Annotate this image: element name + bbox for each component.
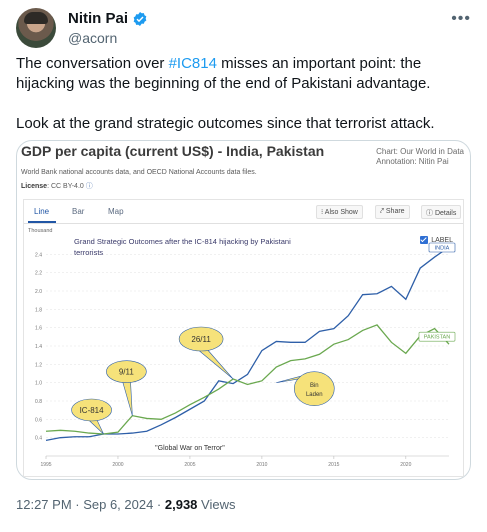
- series-label-india: INDIA: [435, 246, 450, 252]
- y-tick-label: 2.2: [35, 271, 42, 277]
- x-tick-label: 2000: [112, 462, 123, 468]
- x-tick-label: 1995: [40, 462, 51, 468]
- tab-map[interactable]: Map: [108, 207, 124, 216]
- license-label: License: [21, 183, 48, 190]
- x-tick-label: 2005: [184, 462, 195, 468]
- y-tick-label: 2.4: [35, 252, 42, 258]
- author-handle[interactable]: @acorn: [68, 30, 118, 46]
- chart-svg: 0.4 0.6 0.8 1.0 1.2 1.4 1.6 1.8 2.0 2.2 2.4 1995 200…: [35, 242, 456, 468]
- y-tick-label: 1.8: [35, 307, 42, 313]
- chart-card-title: GDP per capita (current US$) - India, Pa…: [21, 143, 325, 159]
- tweet-timestamp[interactable]: 12:27 PM · Sep 6, 2024 ·: [16, 497, 165, 512]
- chart-credit-line-1: Chart: Our World in Data: [376, 147, 464, 156]
- tab-line[interactable]: Line: [34, 207, 50, 216]
- avatar[interactable]: [16, 8, 56, 48]
- series-line-pakistan: [45, 324, 450, 435]
- details-button[interactable]: ⓘ Details: [421, 205, 462, 219]
- annotation-bubble: [178, 326, 224, 352]
- chart-heading: Grand Strategic Outcomes after the IC-81…: [74, 237, 291, 257]
- series-line-india: [45, 246, 450, 442]
- annotation-label: 26/11: [191, 335, 211, 344]
- annotation-bubble: [106, 360, 147, 383]
- annotation-label: IC-814: [80, 406, 105, 415]
- annotation-label: "Global War on Terror": [155, 445, 225, 452]
- y-axis-unit-label: Thousand: [28, 228, 53, 234]
- more-horizontal-icon[interactable]: •••: [451, 10, 471, 27]
- tweet-text: The conversation over #IC814 misses an i…: [16, 54, 471, 134]
- verified-badge-icon: [133, 11, 147, 26]
- y-tick-label: 1.4: [35, 344, 42, 350]
- annotation-pointer: [121, 378, 133, 416]
- tweet-meta: 12:27 PM · Sep 6, 2024 · 2,938 Views: [16, 497, 235, 512]
- chart-credit-line-2: Annotation: Nitin Pai: [376, 157, 449, 166]
- y-tick-label: 0.4: [35, 436, 42, 442]
- annotation-bubble: [293, 371, 335, 406]
- display-name[interactable]: Nitin Pai: [68, 10, 129, 27]
- annotation-pointer: [196, 346, 234, 380]
- y-tick-label: 2.0: [35, 289, 42, 295]
- x-tick-label: 2010: [256, 462, 267, 468]
- hashtag-link[interactable]: #IC814: [168, 55, 217, 72]
- x-tick-label: 2015: [328, 462, 339, 468]
- annotation-bubble: [71, 398, 112, 422]
- tweet-text-before: The conversation over: [16, 55, 169, 72]
- tweet-text-after: misses an important point: the hijacking…: [16, 55, 431, 92]
- tab-bar[interactable]: Bar: [72, 207, 85, 216]
- share-button[interactable]: ⤤ Share: [375, 205, 410, 219]
- views-label: Views: [197, 497, 236, 512]
- series-label-box-india: [428, 242, 456, 253]
- license-value: : CC BY-4.0: [47, 183, 84, 190]
- chart-frame: Line Bar Map ⁝ Also Show ⤤ Share ⓘ Detai…: [23, 199, 464, 477]
- series-label-box-pakistan: [418, 331, 456, 342]
- chart-credit: Chart: Our World in Data Annotation: Nit…: [376, 147, 464, 167]
- label-checkbox[interactable]: [420, 236, 429, 244]
- x-tick-label: 2020: [400, 462, 411, 468]
- y-tick-label: 1.2: [35, 362, 42, 368]
- chart-tabs: Line Bar Map ⁝ Also Show ⤤ Share ⓘ Detai…: [24, 200, 463, 224]
- series-label-pakistan: PAKISTAN: [424, 335, 450, 341]
- annotation-label: 9/11: [119, 368, 135, 377]
- annotation-label: Laden: [306, 392, 323, 398]
- tweet-paragraph-2: Look at the grand strategic outcomes sin…: [16, 115, 435, 132]
- tweet-paragraph-1: The conversation over #IC814 misses an i…: [16, 54, 471, 94]
- y-tick-label: 0.8: [35, 399, 42, 405]
- chart-license: License: CC BY-4.0 ⓘ: [21, 181, 93, 191]
- line-chart: Thousand 0.4 0.6 0.8 1.0 1.2 1.4 1.6 1.8 2.0 2.2 2…: [24, 224, 463, 476]
- y-tick-label: 1.0: [35, 381, 42, 387]
- label-toggle-text: LABEL: [431, 236, 453, 244]
- chart-image-card[interactable]: GDP per capita (current US$) - India, Pa…: [16, 140, 471, 480]
- tweet-header: Nitin Pai @acorn •••: [16, 8, 471, 48]
- also-show-button[interactable]: ⁝ Also Show: [316, 205, 363, 219]
- annotation-label: Bin: [310, 383, 319, 389]
- active-tab-indicator: [28, 221, 56, 223]
- view-count: 2,938: [164, 497, 198, 512]
- y-tick-label: 1.6: [35, 326, 42, 332]
- chart-source: World Bank national accounts data, and O…: [21, 169, 257, 176]
- label-toggle[interactable]: LABEL: [420, 236, 453, 244]
- author-name-row: Nitin Pai: [68, 10, 148, 27]
- info-icon: ⓘ: [85, 183, 93, 190]
- y-tick-label: 0.6: [35, 417, 42, 423]
